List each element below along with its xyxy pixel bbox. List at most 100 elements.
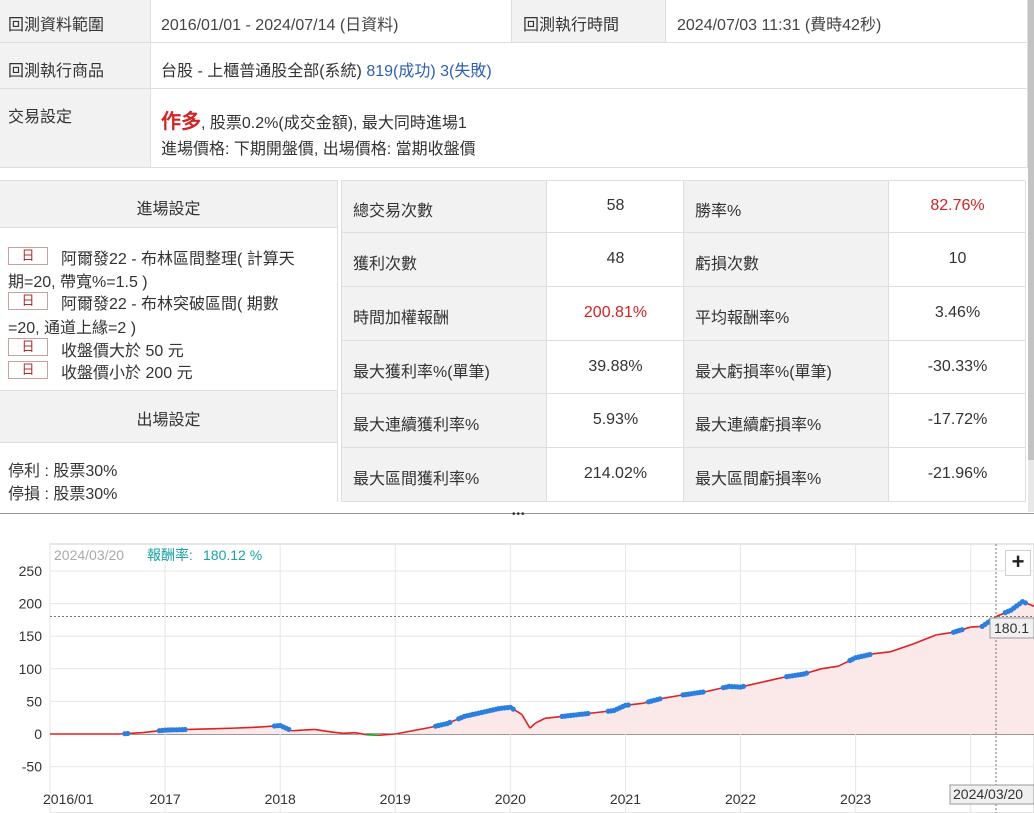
equity-line-segment (535, 717, 546, 724)
stat-label: 總交易次數 (353, 203, 434, 220)
x-tick-label: 2017 (150, 791, 181, 807)
holding-marker (125, 730, 131, 737)
equity-line-segment (395, 729, 413, 735)
data-range-label: 回測資料範圍 (8, 17, 105, 34)
y-tick-label: 150 (19, 628, 43, 644)
holding-marker (182, 726, 188, 733)
equity-line-segment (872, 651, 891, 655)
product-value-cell: 台股 - 上櫃普通股全部(系統) 819(成功) 3(失敗) (151, 43, 1028, 89)
holding-marker (585, 710, 591, 717)
page-scrollbar[interactable] (1028, 0, 1034, 512)
rule-2-daily-tag: 日 (8, 292, 48, 310)
stats-cell: -21.96% (889, 448, 1026, 502)
rule-4-text: 收盤價小於 200 元 (61, 365, 193, 382)
exec-time-value: 2024/07/03 11:31 (費時42秒) (677, 17, 882, 34)
stat-value: 82.76% (930, 197, 985, 214)
exit-title-bar: 出場設定 (0, 390, 337, 443)
stat-value: 39.88% (588, 358, 643, 375)
rule-2-text-2: =20, 通道上緣=2 ) (8, 320, 137, 337)
product-label-cell: 回測執行商品 (0, 43, 151, 89)
stat-label: 獲利次數 (353, 256, 418, 273)
holding-marker (447, 719, 453, 725)
rule-2-text-1: 阿爾發22 - 布林突破區間( 期數 (61, 296, 279, 313)
equity-line-segment (544, 715, 563, 720)
product-label: 回測執行商品 (8, 63, 105, 80)
exit-title: 出場設定 (136, 412, 201, 429)
equity-curve-chart[interactable]: 250 200 150 100 50 0 -50 2016/01 2017 2018 2019 20… (0, 522, 1034, 813)
stat-label: 最大連續虧損率% (695, 417, 822, 434)
product-success-count[interactable]: 819(成功) (366, 63, 436, 80)
stats-cell: 最大獲利率%(單筆) (342, 341, 547, 394)
entry-title: 進場設定 (136, 201, 201, 218)
trade-line-2: 進場價格: 下期開盤價, 出場價格: 當期收盤價 (161, 141, 476, 158)
panel-splitter[interactable]: ••• (0, 509, 1034, 522)
trade-value-cell: 作多, 股票0.2%(成交金額), 最大同時進場1 進場價格: 下期開盤價, 出… (151, 89, 1028, 168)
settings-panel: 進場設定 日 阿爾發22 - 布林區間整理( 計算天 期=20, 帶寬%=1.5… (0, 180, 338, 503)
stats-cell: 虧損次數 (684, 233, 889, 287)
value-tag: 180.1 (989, 617, 1034, 639)
holding-marker (657, 696, 663, 702)
stats-cell: 時間加權報酬 (342, 287, 547, 341)
stat-label: 時間加權報酬 (353, 310, 450, 327)
equity-line-segment (251, 726, 263, 729)
stats-cell: 48 (547, 233, 684, 287)
equity-line-segment (521, 714, 531, 729)
rule-3-daily-tag: 日 (8, 338, 48, 356)
y-tick-label: 100 (19, 661, 43, 677)
page-scrollbar-thumb[interactable] (1028, 0, 1034, 460)
equity-line-segment (303, 728, 315, 731)
holding-marker (740, 683, 747, 689)
equity-line-segment (529, 722, 537, 729)
overlay-return-label: 報酬率: (147, 547, 193, 563)
equity-line-segment (211, 727, 235, 730)
stats-cell: 最大區間獲利率% (342, 448, 547, 502)
stat-value: 5.93% (592, 411, 639, 428)
equity-line-segment (936, 631, 954, 636)
equity-line-segment (912, 634, 937, 645)
x-tick-label: 2018 (265, 791, 296, 807)
zoom-in-button[interactable]: + (1005, 550, 1031, 576)
exec-time-label: 回測執行時間 (523, 17, 620, 34)
overlay-return-value: 180.12 % (203, 547, 262, 563)
equity-line-segment (314, 728, 333, 733)
rule-1-text-2: 期=20, 帶寬%=1.5 ) (8, 274, 148, 291)
equity-line-segment (291, 729, 304, 732)
equity-line-segment (343, 731, 356, 735)
equity-line-segment (659, 694, 684, 700)
data-range-value-cell: 2016/01/01 - 2024/07/14 (日資料) (151, 0, 512, 43)
equity-line-segment (820, 665, 839, 670)
stat-value: 214.02% (583, 465, 648, 482)
trade-line-1: 作多, 股票0.2%(成交金額), 最大同時進場1 (161, 105, 467, 134)
entry-title-bar: 進場設定 (0, 180, 337, 228)
stats-cell: 平均報酬率% (684, 287, 889, 341)
info-table: 回測資料範圍 2016/01/01 - 2024/07/14 (日資料) 回測執… (0, 0, 1028, 168)
overlay-date: 2024/03/20 (54, 547, 124, 563)
x-tick-label: 2019 (380, 791, 411, 807)
stats-cell: 10 (889, 233, 1026, 287)
stat-label: 最大虧損率%(單筆) (695, 364, 832, 381)
product-name: 台股 - 上櫃普通股全部(系統) (161, 63, 362, 80)
exec-time-label-cell: 回測執行時間 (512, 0, 666, 43)
holding-marker (804, 670, 810, 676)
stat-label: 虧損次數 (695, 256, 760, 273)
equity-line-segment (763, 675, 787, 683)
equity-line-segment (412, 726, 430, 732)
stats-cell: 最大區間虧損率% (684, 448, 889, 502)
x-tick-label: 2022 (725, 791, 756, 807)
stats-cell: 最大連續獲利率% (342, 394, 547, 448)
stats-cell: 82.76% (889, 181, 1026, 233)
product-fail-count[interactable]: 3(失敗) (440, 63, 492, 80)
data-range-value: 2016/01/01 - 2024/07/14 (日資料) (161, 17, 399, 34)
holding-marker (625, 702, 631, 708)
stats-cell: 最大連續虧損率% (684, 394, 889, 448)
equity-line-segment (331, 731, 344, 735)
stats-table: 總交易次數 58 勝率% 82.76% 獲利次數 48 虧損次數 10 時間加權報酬 200.81… (341, 180, 1026, 502)
stat-label: 平均報酬率% (695, 310, 790, 327)
holding-marker (700, 689, 706, 695)
stats-cell: 勝率% (684, 181, 889, 233)
splitter-grip[interactable]: ••• (512, 509, 526, 520)
stat-value: -30.33% (927, 358, 988, 375)
equity-line-segment (377, 733, 396, 737)
stat-label: 最大獲利率%(單筆) (353, 364, 490, 381)
chart-y-axis: 250 200 150 100 50 0 -50 (19, 563, 43, 775)
